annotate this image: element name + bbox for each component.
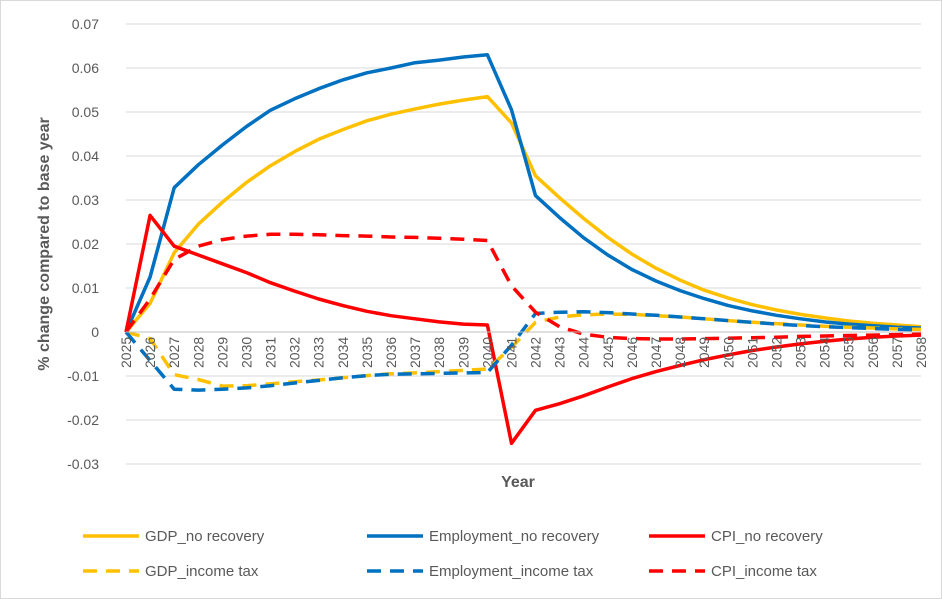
x-tick-label: 2029 <box>214 337 230 368</box>
x-tick-label: 2035 <box>359 337 375 368</box>
y-tick-label: -0.01 <box>67 368 99 384</box>
x-tick-label: 2057 <box>889 337 905 368</box>
x-tick-label: 2042 <box>528 337 544 368</box>
x-tick-label: 2025 <box>118 337 134 368</box>
series-lines <box>124 53 922 446</box>
x-tick-label: 2054 <box>817 337 833 368</box>
legend-label: GDP_no recovery <box>145 528 265 545</box>
x-tick-label: 2031 <box>263 337 279 368</box>
x-tick-label: 2055 <box>841 337 857 368</box>
legend-label: Employment_no recovery <box>429 528 600 545</box>
x-tick-label: 2038 <box>431 337 447 368</box>
series-line-employment-no-recovery <box>124 53 922 333</box>
x-tick-label: 2039 <box>455 337 471 368</box>
x-tick-label: 2048 <box>672 337 688 368</box>
x-tick-label: 2028 <box>190 337 206 368</box>
series-line-cpi-income-tax <box>124 232 922 341</box>
x-tick-label: 2050 <box>720 337 736 368</box>
series-line-employment-income-tax <box>124 310 922 392</box>
x-tick-label: 2043 <box>552 337 568 368</box>
legend: GDP_no recovery Employment_no recovery CPI… <box>83 528 823 580</box>
x-tick-label: 2044 <box>576 337 592 368</box>
x-tick-label: 2027 <box>166 337 182 368</box>
y-axis-ticks: 0.07 0.06 0.05 0.04 0.03 0.02 0.01 0 -0.01 -0.02 -… <box>67 16 99 472</box>
x-axis-title: Year <box>501 474 535 491</box>
x-tick-label: 2030 <box>238 337 254 368</box>
x-tick-label: 2051 <box>744 337 760 368</box>
x-tick-label: 2058 <box>913 337 929 368</box>
x-tick-label: 2040 <box>479 337 495 368</box>
y-tick-label: -0.02 <box>67 412 99 428</box>
x-tick-label: 2052 <box>768 337 784 368</box>
legend-label: CPI_no recovery <box>711 528 823 545</box>
x-tick-label: 2047 <box>648 337 664 368</box>
legend-label: CPI_income tax <box>711 563 817 580</box>
x-tick-label: 2034 <box>335 337 351 368</box>
y-tick-label: 0 <box>91 324 99 340</box>
legend-label: Employment_income tax <box>429 563 594 580</box>
y-tick-label: 0.01 <box>72 280 99 296</box>
legend-label: GDP_income tax <box>145 563 259 580</box>
x-tick-label: 2049 <box>696 337 712 368</box>
x-tick-label: 2037 <box>407 337 423 368</box>
x-tick-label: 2053 <box>793 337 809 368</box>
x-tick-label: 2036 <box>383 337 399 368</box>
y-tick-label: 0.02 <box>72 236 99 252</box>
gridlines <box>126 23 921 465</box>
y-tick-label: -0.03 <box>67 456 99 472</box>
y-tick-label: 0.07 <box>72 16 99 32</box>
x-tick-label: 2041 <box>503 337 519 368</box>
x-tick-label: 2026 <box>142 337 158 368</box>
y-tick-label: 0.03 <box>72 192 99 208</box>
x-tick-label: 2045 <box>600 337 616 368</box>
y-tick-label: 0.05 <box>72 104 99 120</box>
series-line-cpi-no-recovery <box>124 213 922 446</box>
y-axis-title: % change compared to base year <box>36 117 53 370</box>
y-tick-label: 0.06 <box>72 60 99 76</box>
x-tick-label: 2046 <box>624 337 640 368</box>
x-axis-ticks: 2025 2026 2027 2028 2029 2030 2031 2032 2033 2034… <box>118 337 929 368</box>
x-tick-label: 2056 <box>865 337 881 368</box>
x-tick-label: 2033 <box>311 337 327 368</box>
x-tick-label: 2032 <box>287 337 303 368</box>
y-tick-label: 0.04 <box>72 148 99 164</box>
